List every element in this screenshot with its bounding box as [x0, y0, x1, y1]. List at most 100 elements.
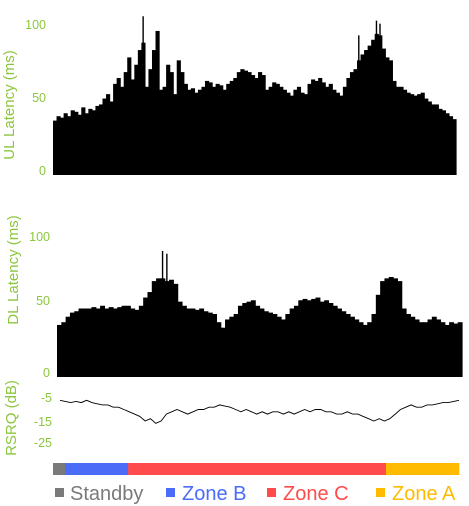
- dl-latency-bar: [362, 324, 368, 377]
- ul-latency-bar: [328, 83, 333, 175]
- ul-y-axis-label: UL Latency (ms): [1, 50, 18, 159]
- dl-latency-bar: [423, 322, 429, 377]
- ul-latency-bar: [229, 80, 234, 175]
- ul-latency-bar: [385, 57, 390, 175]
- legend-swatch-zone-b: [166, 488, 175, 497]
- dl-latency-bar: [87, 308, 93, 377]
- dl-latency-bar: [147, 292, 153, 377]
- ul-latency-bar: [282, 89, 287, 175]
- ul-latency-bar: [197, 89, 203, 175]
- dl-latency-bar: [237, 305, 243, 377]
- ul-latency-bar: [448, 116, 454, 175]
- dl-latency-bar: [306, 300, 312, 377]
- ul-latency-bar: [127, 57, 132, 175]
- ul-latency-bar: [123, 72, 128, 175]
- dl-latency-bar: [151, 281, 157, 377]
- legend-label-zone-c: Zone C: [283, 483, 349, 505]
- ul-latency-bar: [91, 110, 97, 175]
- dl-latency-bar: [203, 311, 209, 377]
- dl-latency-bar: [57, 324, 62, 377]
- dl-latency-bar: [91, 307, 97, 377]
- dl-latency-bar: [78, 308, 84, 377]
- dl-latency-bar: [173, 283, 179, 377]
- dl-latency-bar: [285, 313, 291, 377]
- dl-latency-bar: [380, 281, 386, 377]
- dl-latency-bar: [125, 305, 131, 377]
- rsrq-panel: RSRQ (dB) -5 -15 -25: [3, 380, 460, 456]
- ul-latency-bar: [190, 88, 196, 175]
- dl-latency-panel: DL Latency (ms) 100 50 0: [5, 215, 463, 380]
- dl-latency-bar: [367, 322, 373, 377]
- ul-latency-bar: [243, 70, 249, 175]
- ul-latency-bar: [431, 104, 436, 175]
- dl-latency-bar: [177, 301, 183, 377]
- ul-latency-bar: [258, 72, 263, 175]
- ul-latency-bar: [53, 120, 58, 175]
- ul-latency-bar: [74, 111, 79, 175]
- ul-latency-bar: [205, 80, 210, 175]
- dl-latency-bar: [414, 319, 420, 377]
- dl-latency-bar: [255, 305, 261, 377]
- dl-latency-bar: [246, 301, 252, 377]
- dl-y-tick-0: 0: [43, 366, 50, 380]
- dl-latency-bar: [169, 279, 174, 377]
- ul-latency-bar: [339, 95, 344, 175]
- dl-latency-bar: [384, 278, 390, 377]
- legend-swatch-zone-a: [376, 488, 385, 497]
- dl-latency-bar: [259, 308, 265, 377]
- ul-latency-bar: [424, 98, 429, 175]
- dl-latency-bar: [418, 322, 424, 377]
- dl-latency-bar: [220, 327, 226, 377]
- ul-latency-bar: [427, 101, 432, 175]
- dl-y-axis-label: DL Latency (ms): [5, 215, 22, 324]
- dl-latency-bar: [345, 313, 351, 377]
- ul-latency-bar: [63, 113, 68, 175]
- ul-latency-bar: [215, 83, 220, 175]
- ul-latency-bar: [159, 89, 164, 175]
- ul-latency-bar: [261, 75, 266, 175]
- dl-latency-bar: [393, 278, 398, 377]
- dl-latency-bar: [401, 308, 407, 377]
- ul-latency-bar: [183, 83, 188, 175]
- ul-latency-bar: [254, 77, 259, 175]
- ul-latency-bar: [144, 86, 150, 175]
- dl-latency-bar: [134, 309, 140, 377]
- dl-latency-bar: [199, 308, 205, 377]
- ul-latency-bar: [438, 108, 443, 175]
- ul-latency-bar: [233, 77, 238, 175]
- dl-latency-bar: [216, 322, 222, 377]
- dl-latency-bar: [388, 276, 394, 377]
- dl-latency-bar: [440, 322, 446, 377]
- ul-latency-bar: [169, 72, 174, 175]
- zone-segment-zone-b: [65, 463, 129, 475]
- ul-latency-bars: [53, 16, 457, 176]
- dl-latency-bar: [194, 309, 200, 377]
- dl-latency-bar: [65, 316, 71, 377]
- dl-latency-bar: [225, 319, 230, 377]
- dl-latency-bar: [143, 297, 149, 377]
- ul-latency-bar: [151, 50, 157, 175]
- dl-latency-bar: [427, 319, 433, 377]
- ul-latency-bar: [106, 94, 111, 175]
- ul-latency-bar: [289, 95, 294, 175]
- ul-latency-bar: [441, 110, 446, 175]
- dl-latency-bar: [190, 308, 196, 377]
- ul-y-tick-100: 100: [25, 18, 46, 32]
- dl-latency-bar: [315, 297, 321, 377]
- ul-latency-bar: [402, 89, 408, 175]
- ul-latency-bar: [293, 89, 298, 175]
- ul-latency-bar: [81, 107, 86, 175]
- dl-latency-bar: [354, 319, 360, 377]
- ul-latency-bar: [137, 50, 142, 175]
- ul-latency-bar: [321, 82, 326, 175]
- ul-latency-bar: [240, 69, 245, 175]
- ul-latency-bar: [265, 89, 270, 175]
- ul-latency-bar: [60, 117, 65, 175]
- ul-latency-bar: [102, 98, 107, 175]
- ul-latency-bar: [56, 116, 61, 175]
- ul-latency-bar: [268, 86, 273, 175]
- dl-latency-bar: [397, 281, 403, 377]
- ul-latency-bar: [307, 83, 312, 175]
- dl-latency-bar: [100, 305, 105, 377]
- ul-latency-bar: [434, 104, 439, 175]
